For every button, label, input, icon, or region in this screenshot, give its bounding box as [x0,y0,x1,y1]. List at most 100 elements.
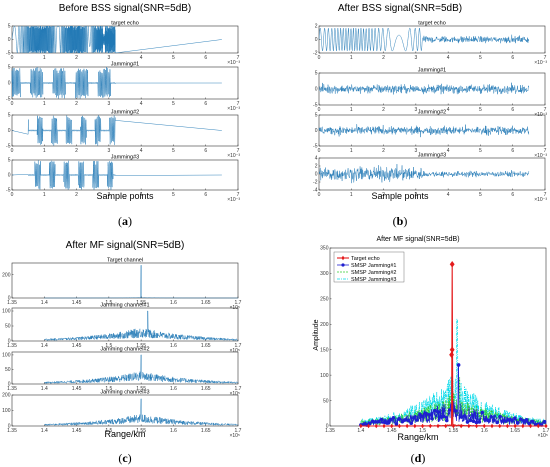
panel-d-series-2-marker [465,420,470,424]
panel-d-series-1-marker [413,423,417,429]
panel-d-series-2-marker [373,419,378,424]
panel-c-title: After MF signal(SNR=5dB) [66,240,185,251]
panel-b-xlabel: Sample points [371,191,429,201]
panel-b-caption: (b) [393,214,408,228]
panel-a-ch2-x-exponent: ×10⁻³ [227,106,240,112]
panel-b-ch1-xtick-label: 6 [511,55,514,61]
panel-d-series-2-marker [444,418,449,423]
panel-d-series-2-marker [427,412,431,417]
panel-d-series-1-marker [449,346,455,354]
panel-d-series-2-marker [495,420,499,425]
panel-b-ch3-xtick-label: 0 [318,148,321,154]
panel-d-series-2-marker [516,420,520,425]
panel-d-series-2-marker [439,415,443,419]
panel-a-ch3-xtick-label: 4 [140,148,143,154]
panel-d-series-2-marker [530,419,535,424]
panel-c-ch3-title: Jamming channel#2 [100,347,149,353]
panel-a-ch4-xtick-label: 0 [11,192,14,198]
panel-d-series-2-marker [468,418,473,423]
panel-d-legend-label-2: SMSP Jamming#1 [351,263,396,269]
panel-b-ch4-ytick-label: -2 [313,180,318,186]
panel-d-series-2-marker [362,422,366,427]
panel-a-ch4-xtick-label: 3 [107,192,110,198]
panel-d: After MF signal(SNR=5dB) 1.35 1.4 1.45 1.5 1… [313,236,550,465]
panel-c-ch2-xtick-label: 1.65 [201,343,211,349]
panel-b-ch4-xtick-label: 5 [479,192,482,198]
panel-d-series-1-marker [451,423,456,429]
panel-d-ytick-label: 300 [320,271,329,277]
panel-c-ch4-ytick-label: 200 [2,393,11,399]
panel-d-series-2-marker [418,412,422,417]
panel-d-series-2-marker [501,419,505,423]
panel-b-ch3-ytick-label: -5 [313,144,318,150]
panel-b-ch3-xtick-label: 3 [414,148,417,154]
panel-a-ch4-ytick-label: -5 [6,188,11,194]
panel-d-xtick-label: 1.65 [510,428,520,434]
panel-d-series-2-marker [447,408,452,412]
panel-d-series-2-marker [379,417,384,422]
panel-b-ch4-xtick-label: 4 [447,192,450,198]
panel-a-ch1-xtick-label: 1 [43,55,46,61]
panel-d-series-2-marker [480,410,485,415]
panel-a-caption: (a) [118,214,132,228]
panel-c-ch2-ytick-label: 100 [2,309,11,315]
panel-a-ch2-xtick-label: 2 [75,101,78,107]
panel-d-xtick-label: 1.6 [481,428,488,434]
panel-b-ch2-xtick-label: 4 [447,107,450,113]
panel-b-ch4-xtick-label: 7 [544,192,547,198]
panel-a-ch4-ytick-label: 0 [8,173,11,179]
panel-c-ch3-xtick-label: 1.5 [105,386,112,392]
panel-d-legend-marker-1 [341,255,345,261]
panel-c-ch4-series [44,398,239,427]
panel-b-ch3-xtick-label: 5 [479,148,482,154]
panel-b-ch1-ytick-label: 0 [315,37,318,43]
panel-c-ch1-xtick-label: 1.55 [136,300,146,306]
panel-a-ch4-xtick-label: 5 [172,192,175,198]
panel-d-xtick-label: 1.4 [357,428,364,434]
panel-c-ch2-xtick-label: 1.5 [105,343,112,349]
panel-b-ch2-xtick-label: 3 [414,107,417,113]
panel-d-series-2-marker [492,418,496,422]
panel-b-ch2-xtick-label: 0 [318,107,321,113]
panel-d-ytick-label: 350 [320,246,329,252]
panel-d-series-1-marker [444,423,448,429]
panel-b-ch4-series [318,164,530,184]
panel-b-ch4-ytick-label: -4 [313,188,318,194]
panel-b-ch1-xtick-label: 5 [479,55,482,61]
panel-a-xlabel: Sample points [96,191,154,201]
panel-a-ch3-x-exponent: ×10⁻³ [227,153,240,159]
panel-b-ch2-xtick-label: 7 [544,107,547,113]
panel-d-series-2-marker [394,422,399,426]
panel-d-ytick-label: 100 [320,373,329,379]
panel-d-series-2-marker [391,415,396,420]
panel-b-ch3-x-exponent: ×10⁻³ [534,153,547,159]
panel-d-series-1-marker [474,423,479,429]
panel-b-ch4-ytick-label: 2 [315,164,318,170]
panel-d-series-2-marker [436,410,440,414]
panel-b-ch1-ytick-label: 2 [315,24,318,30]
panel-d-series-2-marker [409,421,414,426]
panel-d-legend-box [333,251,405,283]
panel-d-series-1-marker [521,423,525,429]
panel-c-ch2-axes [11,307,239,342]
panel-b-title: After BSS signal(SNR=5dB) [338,3,462,14]
panel-c-ch2-xtick-label: 1.4 [41,343,48,349]
panel-c-ch3-axes [11,351,239,385]
panel-a-ch4-xtick-label: 2 [75,192,78,198]
panel-c-ch1-title: Target channel [107,258,143,264]
panel-d-series-2-marker [483,418,488,422]
panel-a-ch2-xtick-label: 4 [140,101,143,107]
panel-a-ch2-ytick-label: -5 [6,97,11,103]
panel-a-ch3-ytick-label: 5 [8,113,11,119]
panel-d-series-1-marker [436,423,440,429]
panel-c-ch2-series [44,310,239,342]
panel-a-title: Before BSS signal(SNR=5dB) [59,3,192,14]
panel-d-series-2-marker [477,420,482,424]
panel-d-series-2-marker [471,419,476,423]
panel-b-ch1-ytick-label: -2 [313,51,318,57]
panel-d-title: After MF signal(SNR=5dB) [376,236,459,243]
panel-c-ch3-x-exponent: ×10⁵ [229,391,240,397]
panel-a-ch1-ytick-label: -5 [6,51,11,57]
panel-d-series-1-marker [390,423,394,429]
